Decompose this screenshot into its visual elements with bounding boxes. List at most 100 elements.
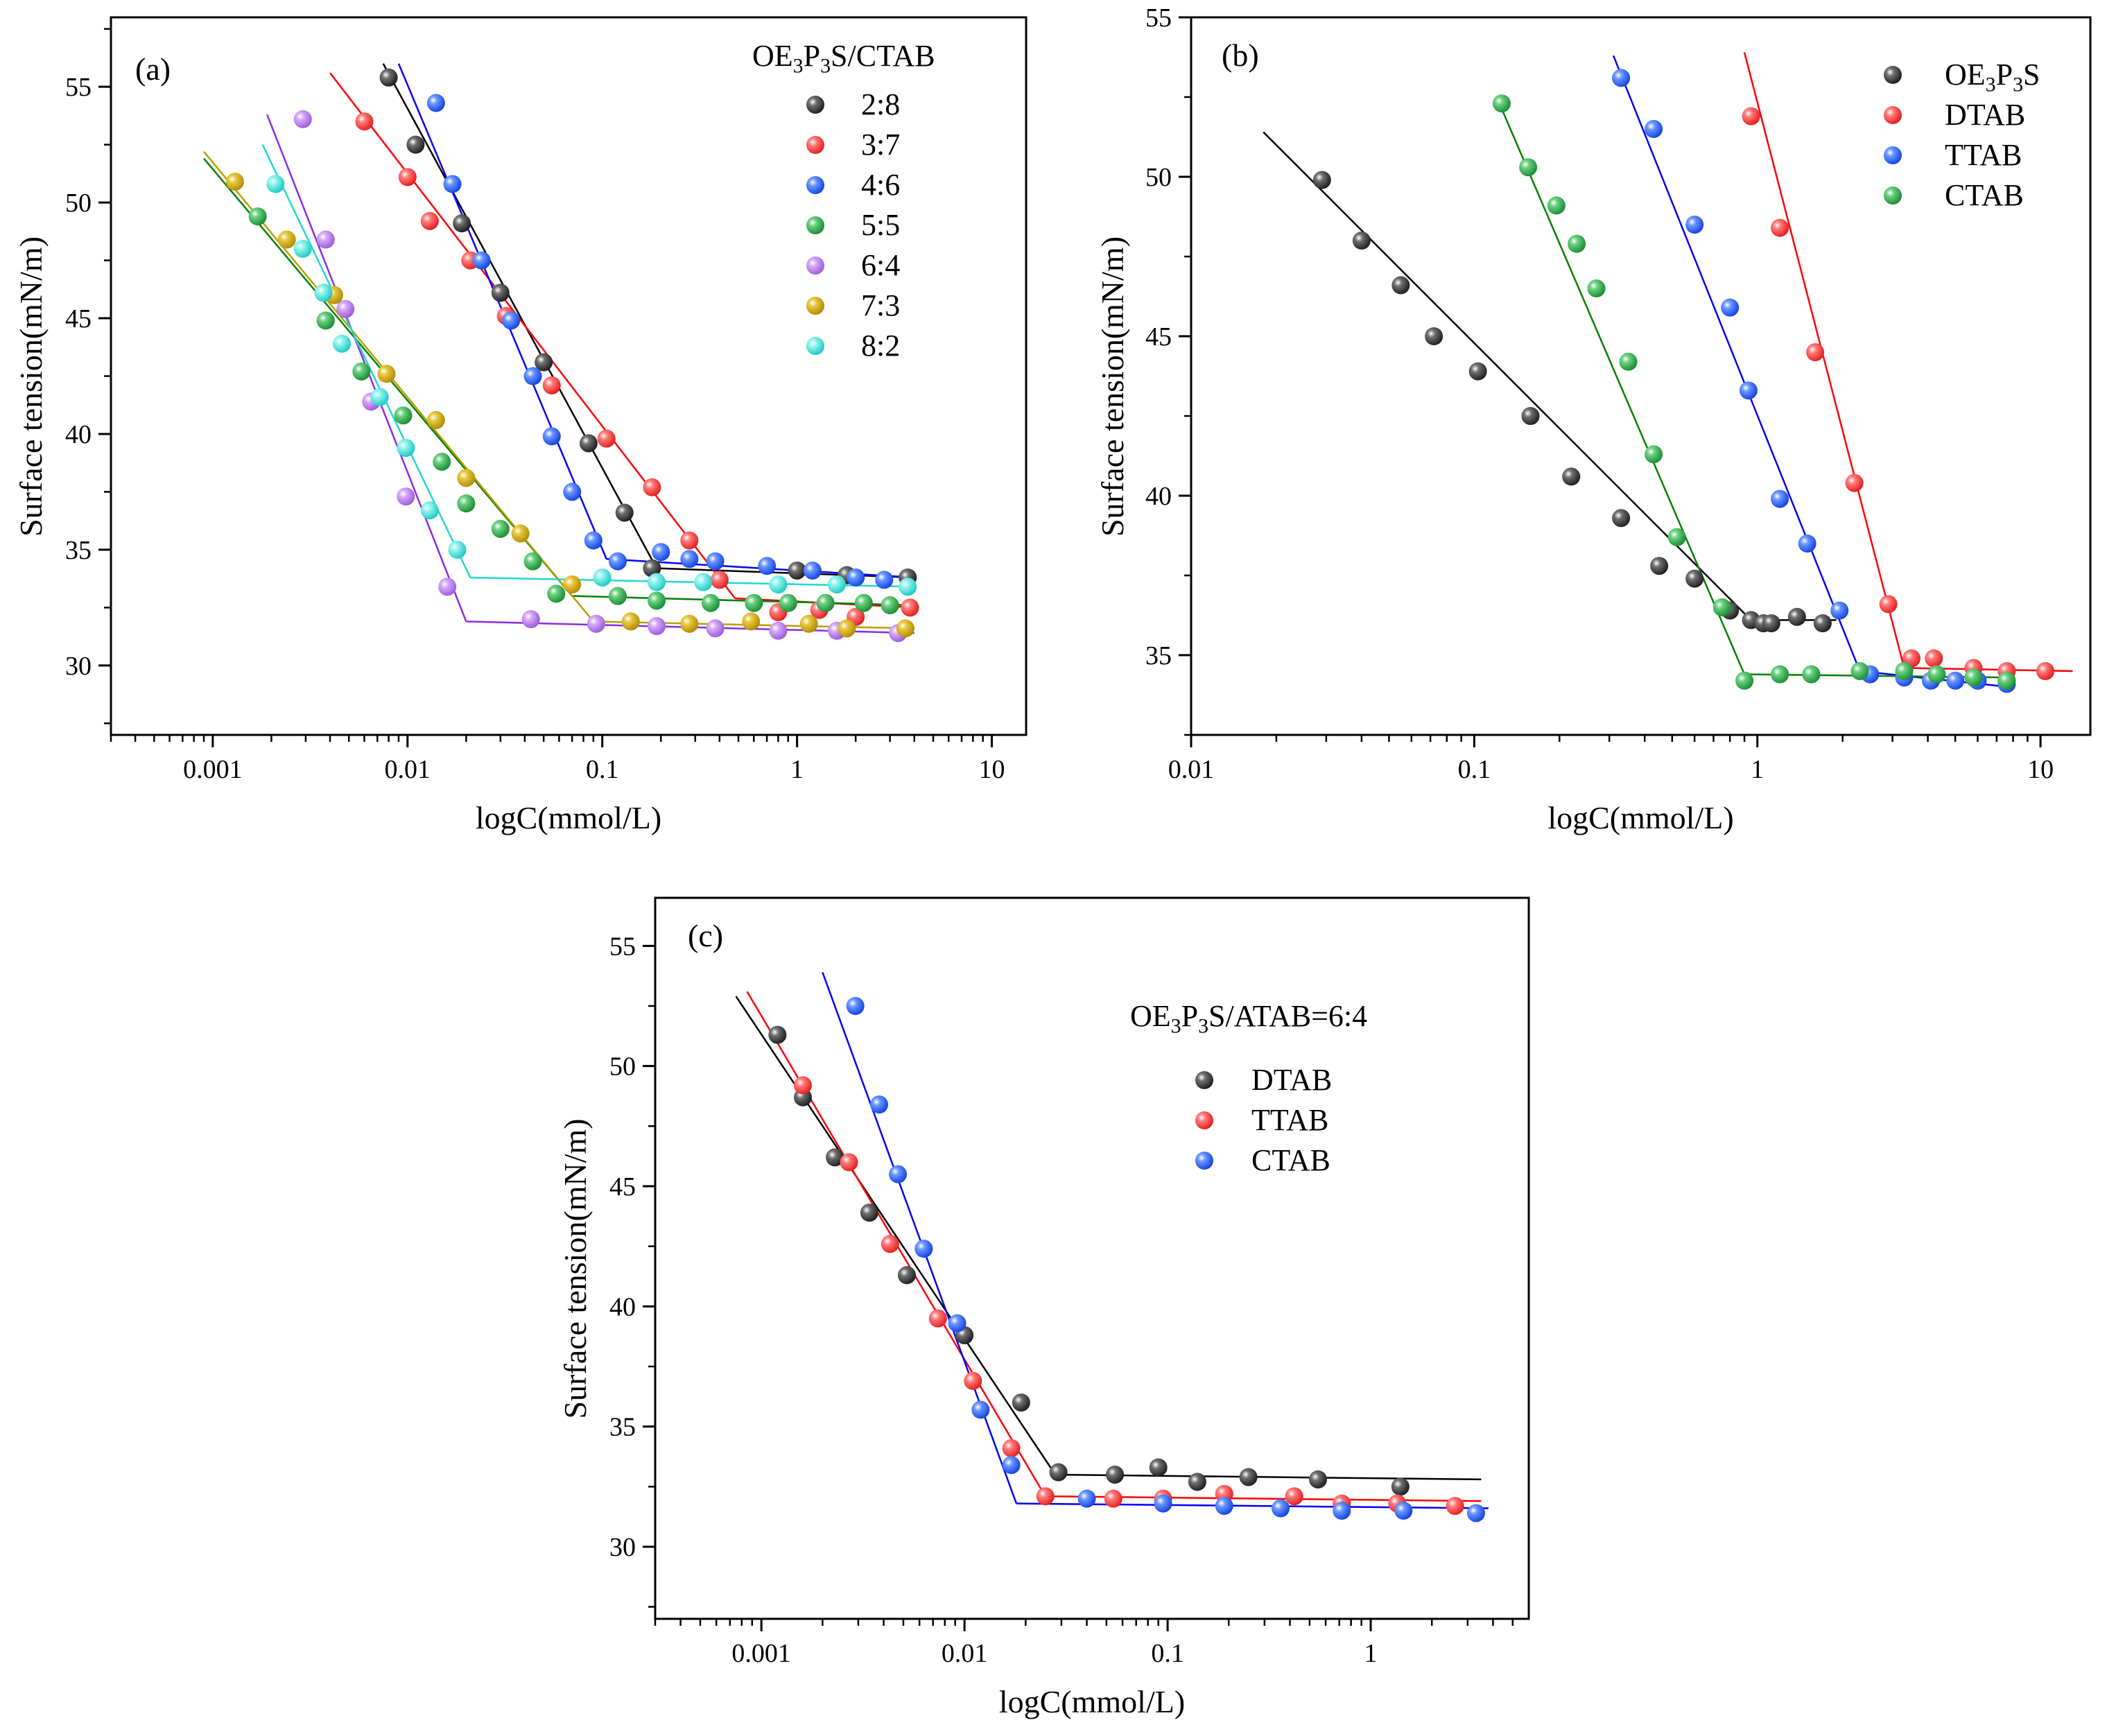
data-point-green (1895, 662, 1914, 680)
legend-title-part: 3 (1171, 1015, 1181, 1038)
y-tick-label: 55 (65, 73, 92, 102)
data-point-green (1492, 94, 1511, 113)
data-point-black (1521, 407, 1540, 425)
data-point-blue (1685, 216, 1704, 234)
legend-marker-blue (806, 176, 824, 194)
data-point-green (1547, 196, 1566, 215)
data-point-blue (1739, 381, 1758, 400)
y-tick-label: 35 (609, 1413, 636, 1442)
data-point-red (1742, 107, 1760, 125)
data-point-black (1762, 614, 1780, 632)
data-point-gold (225, 173, 244, 191)
data-point-gold (742, 612, 761, 631)
data-point-cyan (420, 501, 439, 520)
data-point-cyan (397, 439, 415, 457)
data-point-cyan (827, 575, 846, 593)
legend-entry: DTAB (1945, 98, 2025, 132)
y-tick-label: 40 (1145, 482, 1172, 511)
legend-marker-red (1884, 106, 1902, 124)
data-point-green (1802, 665, 1821, 684)
fit-line-black (656, 567, 914, 579)
fit-line-black (1055, 1473, 1482, 1481)
legend-marker-green (806, 216, 824, 234)
data-point-red (964, 1371, 982, 1390)
legend-marker-black (1195, 1071, 1213, 1089)
legend-marker-green (1884, 186, 1902, 205)
data-point-cyan (266, 175, 285, 193)
legend-title-part: OE (752, 39, 793, 73)
data-point-blue (1394, 1502, 1413, 1520)
x-axis-label: logC(mmol/L) (1547, 800, 1733, 835)
y-tick-label: 30 (609, 1533, 636, 1562)
data-point-black (1308, 1470, 1327, 1488)
panel-label: (c) (688, 918, 723, 953)
data-point-green (1850, 662, 1869, 680)
fit-line-black (1263, 131, 1752, 621)
data-point-blue (1154, 1494, 1172, 1513)
data-point-purple (521, 610, 540, 629)
data-point-green (433, 453, 451, 471)
x-tick-label: 0.01 (1168, 755, 1215, 784)
data-point-green (701, 593, 720, 612)
data-point-green (779, 593, 797, 612)
data-point-blue (1830, 601, 1849, 620)
data-point-black (1352, 232, 1371, 250)
data-point-green (248, 207, 267, 226)
data-point-red (840, 1153, 858, 1172)
data-point-red (1104, 1489, 1122, 1508)
data-point-black (1312, 171, 1331, 189)
legend-marker-gold (806, 297, 824, 315)
x-tick-label: 1 (1364, 1639, 1378, 1668)
y-tick-label: 50 (65, 189, 92, 218)
legend-entry: TTAB (1945, 138, 2022, 172)
data-point-gold (563, 575, 582, 593)
data-point-blue (1215, 1497, 1233, 1516)
data-point-blue (706, 552, 725, 571)
data-point-purple (438, 578, 457, 596)
legend-marker-black (1884, 66, 1902, 84)
legend-title-part: 3 (1198, 1015, 1208, 1038)
data-point-red (710, 571, 729, 589)
data-point-red (398, 168, 417, 186)
data-point-green (1713, 598, 1731, 616)
fit-line-red (1743, 52, 1905, 668)
legend-title-part: P (1181, 999, 1198, 1033)
data-point-green (608, 587, 627, 605)
data-point-black (1391, 276, 1410, 295)
legend-entry: OE3P3S (1945, 58, 2040, 96)
y-tick-label: 50 (1145, 163, 1172, 192)
data-point-blue (1946, 671, 1965, 690)
data-point-red (355, 112, 374, 131)
x-axis-label: logC(mmol/L) (999, 1684, 1185, 1719)
data-point-red (2036, 662, 2055, 680)
data-point-blue (914, 1240, 933, 1258)
data-point-purple (706, 619, 725, 638)
data-point-blue (608, 552, 627, 571)
data-point-green (648, 591, 666, 610)
data-point-gold (511, 524, 530, 543)
x-tick-label: 1 (1751, 755, 1764, 784)
data-point-blue (1612, 69, 1631, 87)
data-point-red (1446, 1497, 1464, 1516)
data-point-black (860, 1204, 878, 1222)
legend-entry-part: OE (1945, 58, 1986, 92)
legend-title-part: 3 (793, 55, 804, 78)
legend-entry: 3:7 (861, 128, 900, 162)
legend-title: OE3P3S/CTAB (752, 39, 935, 78)
y-tick-label: 55 (1145, 3, 1172, 33)
data-point-black (379, 68, 398, 87)
data-point-green (1964, 668, 1983, 687)
data-point-blue (1002, 1456, 1021, 1475)
data-point-red (420, 211, 439, 230)
data-point-blue (584, 531, 602, 550)
legend-title: OE3P3S/ATAB=6:4 (1130, 999, 1367, 1038)
fit-line-red (329, 72, 736, 599)
data-point-blue (870, 1095, 889, 1114)
data-point-green (1927, 665, 1946, 684)
data-point-green (816, 593, 835, 612)
data-point-green (352, 362, 371, 381)
data-point-black (1468, 362, 1487, 381)
legend-marker-blue (1884, 146, 1902, 164)
data-point-green (1568, 234, 1586, 253)
